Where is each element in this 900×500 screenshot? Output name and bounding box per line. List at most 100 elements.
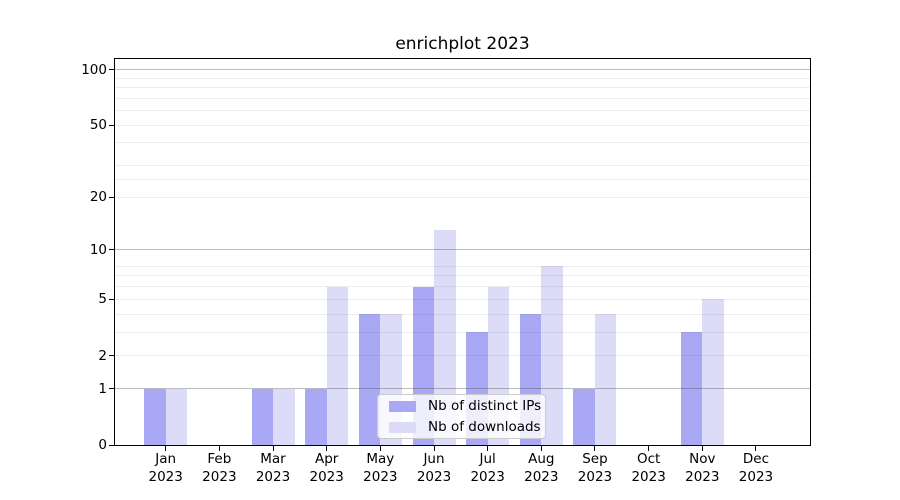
- bar-distinct-ips: [251, 388, 274, 445]
- y-tick-label: 10: [89, 241, 107, 258]
- chart-title: enrichplot 2023: [395, 34, 530, 54]
- x-tick-year: 2023: [416, 468, 452, 485]
- y-tick-mark: [109, 196, 114, 198]
- y-tick-label: 100: [81, 61, 107, 78]
- gridline-major: [115, 388, 810, 390]
- x-tick-mark: [165, 446, 167, 451]
- y-tick-mark: [109, 298, 114, 300]
- x-tick-label: Mar 2023: [243, 451, 303, 486]
- x-tick-year: 2023: [524, 468, 559, 485]
- gridline-minor: [115, 313, 810, 315]
- y-tick-mark: [109, 69, 114, 71]
- gridline-minor: [115, 124, 810, 126]
- x-tick-label: Dec 2023: [726, 451, 786, 486]
- x-tick-year: 2023: [738, 468, 774, 485]
- gridline-minor: [115, 87, 810, 89]
- x-tick-month: Sep: [582, 451, 608, 467]
- x-tick-month: Jun: [423, 451, 445, 467]
- gridline-major: [115, 249, 810, 251]
- x-tick-month: Nov: [689, 451, 716, 467]
- y-tick-label: 1: [98, 380, 107, 397]
- y-tick-mark: [109, 249, 114, 251]
- x-tick-label: Jan 2023: [136, 451, 196, 486]
- x-tick-year: 2023: [685, 468, 720, 485]
- x-tick-label: May 2023: [350, 451, 410, 486]
- x-tick-mark: [701, 446, 703, 451]
- gridline-minor: [115, 265, 810, 267]
- bar-downloads: [165, 388, 188, 445]
- x-tick-mark: [755, 446, 757, 451]
- x-tick-month: Mar: [260, 451, 286, 467]
- gridline-minor: [115, 97, 810, 99]
- bar-downloads: [541, 266, 563, 445]
- x-tick-mark: [433, 446, 435, 451]
- legend-item-distinct-ips: Nb of distinct IPs: [389, 398, 545, 414]
- x-tick-month: May: [366, 451, 395, 467]
- bar-downloads: [594, 314, 617, 445]
- x-tick-mark: [594, 446, 596, 451]
- x-tick-label: Jun 2023: [404, 451, 464, 486]
- x-tick-mark: [379, 446, 381, 451]
- x-tick-month: Oct: [636, 451, 661, 467]
- y-tick-mark: [109, 124, 114, 126]
- bar-distinct-ips: [573, 388, 595, 445]
- gridline-minor: [115, 165, 810, 167]
- x-tick-year: 2023: [148, 468, 183, 485]
- y-tick-label: 0: [98, 437, 107, 453]
- legend: Nb of distinct IPs Nb of downloads: [377, 394, 546, 439]
- gridline-minor: [115, 298, 810, 300]
- x-tick-year: 2023: [309, 468, 344, 485]
- x-tick-mark: [326, 446, 328, 451]
- x-tick-year: 2023: [577, 468, 613, 485]
- legend-label-downloads: Nb of downloads: [428, 419, 541, 435]
- x-tick-label: Sep 2023: [565, 451, 625, 486]
- x-tick-month: Feb: [207, 451, 232, 467]
- x-tick-year: 2023: [631, 468, 666, 485]
- x-tick-label: Feb 2023: [189, 451, 249, 486]
- bar-distinct-ips: [144, 388, 166, 445]
- bar-distinct-ips: [680, 332, 703, 445]
- y-tick-label: 20: [89, 189, 107, 206]
- x-tick-year: 2023: [470, 468, 505, 485]
- y-tick-mark: [109, 355, 114, 357]
- x-tick-year: 2023: [363, 468, 398, 485]
- gridline-minor: [115, 196, 810, 198]
- y-tick-label: 50: [89, 117, 107, 134]
- gridline-minor: [115, 355, 810, 357]
- gridline-minor: [115, 179, 810, 181]
- x-tick-label: Oct 2023: [619, 451, 679, 486]
- bar-downloads: [702, 299, 724, 445]
- x-tick-label: Apr 2023: [297, 451, 357, 486]
- x-tick-month: Jan: [155, 451, 177, 467]
- legend-label-distinct-ips: Nb of distinct IPs: [428, 398, 542, 414]
- x-tick-mark: [218, 446, 220, 451]
- bar-downloads: [326, 286, 349, 445]
- bar-distinct-ips: [305, 388, 327, 445]
- legend-swatch-downloads-icon: [389, 421, 416, 433]
- x-tick-label: Nov 2023: [672, 451, 732, 486]
- x-tick-mark: [648, 446, 650, 451]
- x-tick-label: Jul 2023: [458, 451, 518, 486]
- plot-area: [114, 58, 811, 446]
- x-tick-month: Aug: [528, 451, 555, 467]
- bar-downloads: [434, 230, 456, 445]
- gridline-minor: [115, 110, 810, 112]
- gridline-minor: [115, 331, 810, 333]
- y-tick-mark: [109, 388, 114, 390]
- gridline-minor: [115, 286, 810, 288]
- gridline-minor: [115, 275, 810, 277]
- x-tick-month: Apr: [314, 451, 339, 467]
- x-tick-year: 2023: [202, 468, 237, 485]
- y-tick-label: 2: [98, 347, 107, 364]
- y-tick-label: 5: [98, 291, 107, 308]
- legend-swatch-distinct-ips-icon: [389, 400, 416, 412]
- x-tick-mark: [272, 446, 274, 451]
- x-tick-label: Aug 2023: [511, 451, 571, 486]
- x-tick-month: Dec: [742, 451, 770, 467]
- bar-distinct-ips: [358, 314, 381, 445]
- x-tick-month: Jul: [479, 451, 496, 467]
- x-tick-mark: [487, 446, 489, 451]
- gridline-minor: [115, 142, 810, 144]
- gridline-major: [115, 69, 810, 71]
